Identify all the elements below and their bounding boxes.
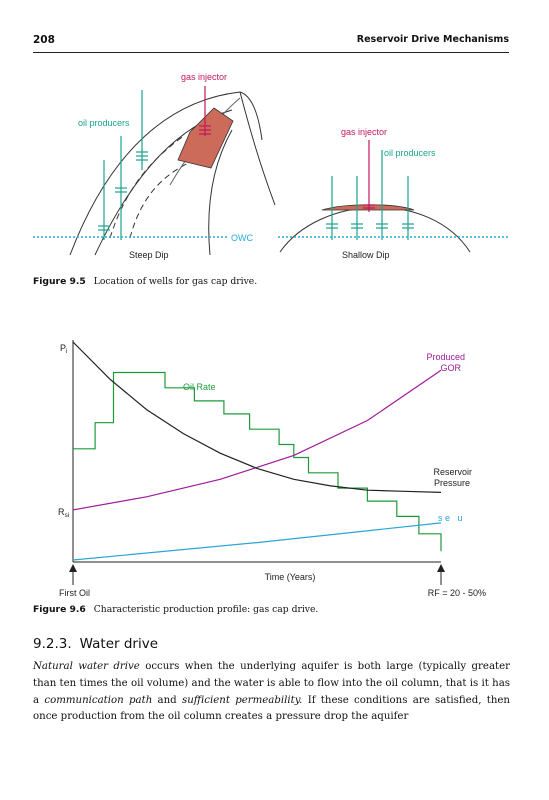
rf-arrow-head xyxy=(437,564,445,572)
x-label-first-oil: First Oil xyxy=(59,588,90,598)
annot-gor: GOR xyxy=(440,363,461,373)
y-label-rsi-sub: si xyxy=(65,512,70,519)
shallow-dome xyxy=(279,206,471,253)
annot-produced: Produced xyxy=(426,352,465,362)
body-italic-2: communication path xyxy=(44,694,153,706)
body-text-1: occurs when the underlying aquifer is bo… xyxy=(33,661,511,706)
figure-9-5-caption: Figure 9.5 Location of wells for gas cap … xyxy=(33,276,257,287)
steep-dip-structure xyxy=(69,91,276,256)
steep-top-inner xyxy=(94,109,233,256)
series-line-oil-rate xyxy=(73,371,442,552)
gas-cap-steep-outline xyxy=(177,107,234,169)
shallow-producers xyxy=(326,150,414,240)
running-title: Reservoir Drive Mechanisms xyxy=(356,34,509,45)
series-layer xyxy=(72,341,442,561)
figure-9-5-caption-text: Location of wells for gas cap drive. xyxy=(93,276,258,287)
label-gas-injector-right: gas injector xyxy=(341,127,387,137)
series-line-series-4 xyxy=(72,522,442,561)
annot-water: s e u xyxy=(438,513,463,523)
first-oil-arrow-head xyxy=(69,564,77,572)
label-steep-dip: Steep Dip xyxy=(129,250,169,260)
figure-9-6-caption-text: Characteristic production profile: gas c… xyxy=(93,604,319,615)
body-text-2: and xyxy=(152,694,182,706)
steep-producers xyxy=(98,90,148,240)
body-paragraph: Natural water drive occurs when the unde… xyxy=(33,659,510,726)
figure-9-5-number: Figure 9.5 xyxy=(33,276,86,287)
body-text-3: If these conditions are satisfied, then … xyxy=(33,694,510,723)
x-axis-label: Time (Years) xyxy=(265,572,316,582)
first-oil-arrow xyxy=(69,564,77,585)
page-number: 208 xyxy=(33,34,55,46)
steep-dashed-1 xyxy=(109,134,186,239)
label-shallow-dip: Shallow Dip xyxy=(342,250,390,260)
label-oil-producers-left: oil producers xyxy=(78,118,130,128)
steep-top-outer xyxy=(69,91,263,256)
section-number: 9.2.3. xyxy=(33,636,72,652)
header-rule xyxy=(33,52,509,53)
shallow-injector xyxy=(363,140,375,212)
steep-right-flank xyxy=(239,91,276,206)
annot-pressure: Pressure xyxy=(434,478,470,488)
gas-cap-shallow xyxy=(321,204,415,211)
page-header: 208 Reservoir Drive Mechanisms xyxy=(33,34,509,50)
y-label-rsi: Rsi xyxy=(58,507,69,519)
gas-cap-steep xyxy=(178,108,233,168)
figure-9-6-caption: Figure 9.6 Characteristic production prof… xyxy=(33,604,318,615)
label-owc: OWC xyxy=(231,233,253,243)
rf-arrow xyxy=(437,564,445,585)
label-oil-producers-right: oil producers xyxy=(384,148,436,158)
series-line-reservoir-pressure xyxy=(72,341,442,493)
steep-fault xyxy=(169,97,241,186)
y-label-pi-sub: i xyxy=(66,348,67,355)
body-italic-lead: Natural water drive xyxy=(33,661,140,672)
y-label-pi: Pi xyxy=(60,343,67,355)
series-line-produced-gor xyxy=(72,369,442,511)
steep-injector xyxy=(199,86,211,136)
x-label-rf: RF = 20 - 50% xyxy=(428,588,486,598)
steep-base xyxy=(208,129,233,256)
steep-dashed-2 xyxy=(129,159,196,239)
label-gas-injector-left: gas injector xyxy=(181,72,227,82)
annot-oil-rate: Oil Rate xyxy=(183,382,216,392)
section-title: Water drive xyxy=(79,636,159,652)
annot-reservoir: Reservoir xyxy=(433,467,472,477)
shallow-dip-structure xyxy=(279,206,471,253)
body-italic-3: sufficient permeability. xyxy=(182,694,303,706)
section-heading: 9.2.3. Water drive xyxy=(33,636,158,652)
figure-9-6-number: Figure 9.6 xyxy=(33,604,86,615)
